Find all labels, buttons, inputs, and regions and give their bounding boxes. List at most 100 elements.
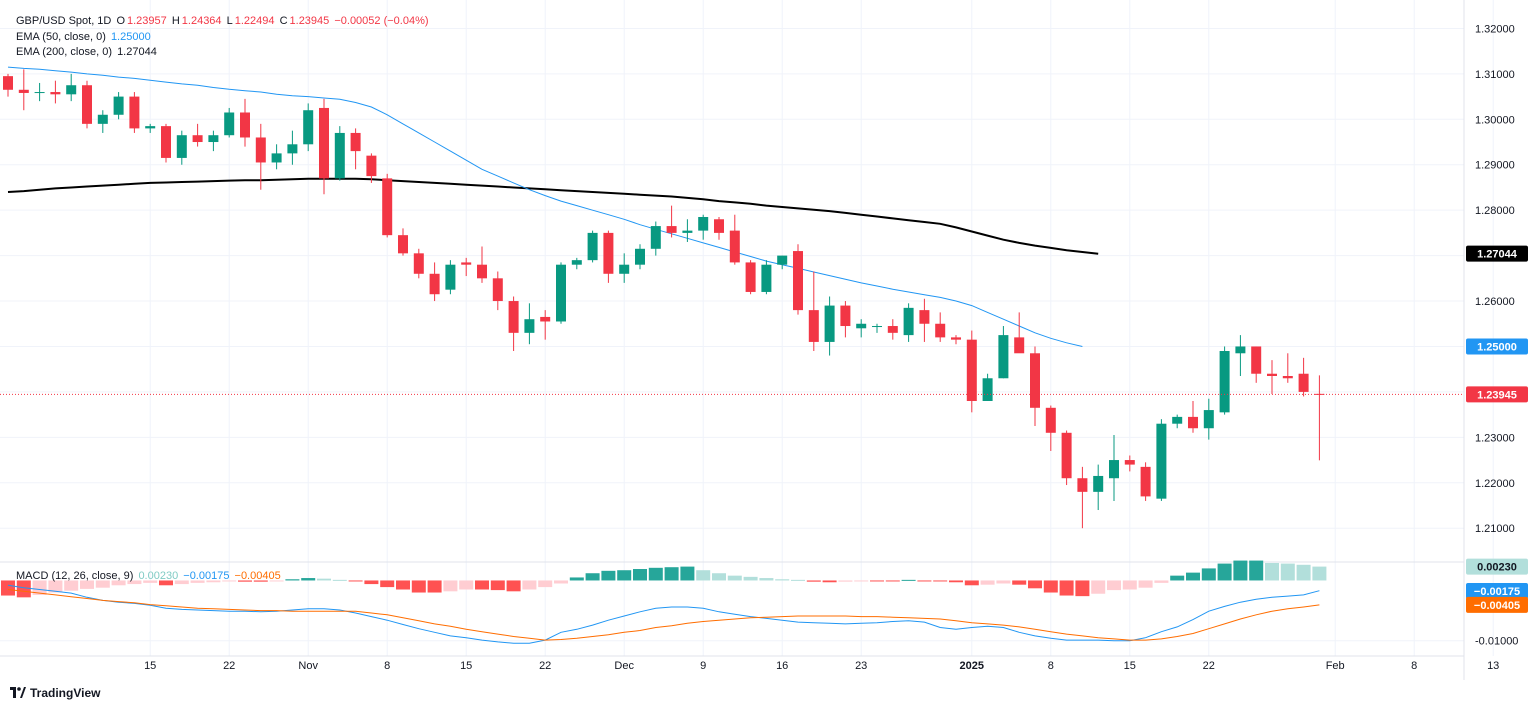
macd-hist-bar [901,579,916,581]
macd-hist-bar [1,580,15,596]
candle-body [935,323,946,338]
candle-body [319,107,329,179]
candle-body [129,96,140,129]
time-tick-label: Nov [298,660,318,672]
candle [919,298,930,342]
macd-hist-bar [822,580,837,583]
ohlc-legend: GBP/USD Spot, 1D O 1.23957 H 1.24364 L 1.22… [16,14,431,28]
candle [603,230,614,283]
price-label-text: 1.25000 [1477,341,1517,353]
candle [398,228,408,256]
candle-body [50,92,61,95]
candle [935,312,946,342]
macd-hist-bar [648,567,663,581]
candle [619,253,630,283]
candle-body [698,216,709,231]
candle [413,248,424,279]
price-tick-label: 1.22000 [1475,478,1515,490]
candle [18,69,29,111]
candle [856,319,867,338]
price-label-text: 1.27044 [1477,249,1518,261]
candle [777,255,788,270]
candle-body [366,155,377,177]
candle [3,73,13,97]
candle [113,92,124,120]
candle [1235,335,1246,376]
candle-body [3,76,13,90]
macd-hist-bar [206,580,221,583]
candle [429,262,440,302]
candle [571,257,582,270]
candle-body [398,235,408,254]
candle [492,271,503,311]
candle-body [1203,410,1214,429]
candle-body [556,264,566,322]
candle [445,260,456,295]
candle-body [413,253,424,274]
candle-body [1219,351,1230,413]
candle [824,296,835,356]
candle [1188,400,1198,433]
time-tick-label: 22 [539,660,551,672]
time-tick-label: 22 [223,660,235,672]
macd-hist-bar [838,580,853,582]
candle-body [1235,346,1246,354]
candle-body [429,273,440,295]
candle [1014,312,1025,354]
candle [903,303,914,342]
time-tick-label: 2025 [960,660,984,672]
candle [808,271,819,352]
candle [334,126,345,181]
candle [208,130,219,152]
candle [1156,419,1167,501]
time-tick-label: 15 [144,660,156,672]
macd-hist-bar [1075,580,1090,597]
candle-body [745,262,756,292]
candle-body [1172,416,1183,424]
candle [982,373,993,401]
macd-hist-bar [1107,580,1121,591]
macd-hist-bar [1186,572,1200,581]
candle-body [777,255,788,265]
macd-hist-bar [459,580,474,590]
macd-hist-bar [427,580,442,593]
candle-body [571,260,582,265]
macd-label: MACD (12, 26, close, 9) [16,570,134,582]
candle-body [808,310,819,342]
tradingview-brand[interactable]: TradingView [10,686,100,700]
candle-body [1077,478,1088,492]
macd-hist-bar [1170,575,1185,581]
candle-body [619,264,630,274]
candle-body [1030,353,1040,408]
candle [97,110,108,133]
candle-body [714,219,724,233]
candle-body [919,310,930,324]
macd-label-box [1466,558,1528,575]
price-tick-label: 1.23000 [1475,432,1515,444]
time-tick-label: 13 [1487,660,1499,672]
macd-line-value: −0.00175 [183,570,230,582]
candle-body [287,144,298,154]
candle-body [224,112,235,136]
macd-hist-bar [1138,580,1153,588]
candle [66,73,77,102]
candle-body [97,114,108,124]
price-tick-label: 1.26000 [1475,296,1515,308]
candle [255,123,266,190]
high-label: H [171,15,180,27]
macd-hist-bar [775,579,790,581]
macd-hist-bar [127,580,142,585]
macd-hist-bar [1154,580,1169,583]
macd-signal-line [7,589,1320,641]
macd-hist-bar [285,579,300,581]
macd-hist-bar [443,580,458,592]
candle [1172,414,1183,429]
macd-hist-bar [475,580,489,590]
candle-body [145,126,156,129]
candle-body [1124,460,1135,465]
time-tick-label: 9 [700,660,706,672]
macd-hist-bar [111,580,126,586]
candle [382,173,393,238]
price-label-box [1466,338,1528,355]
